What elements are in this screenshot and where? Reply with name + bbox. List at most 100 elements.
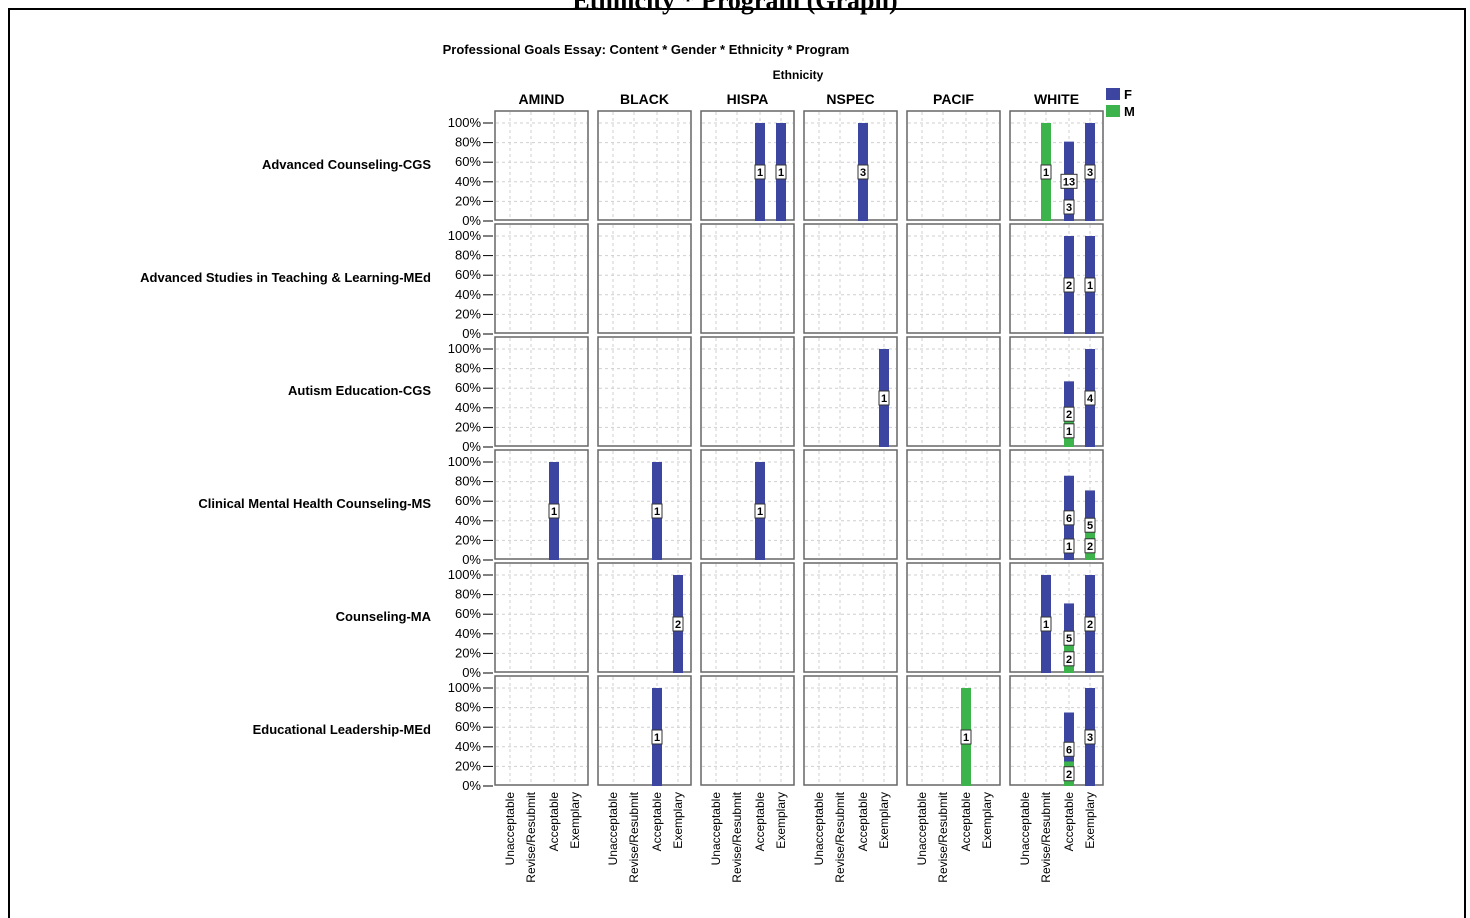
page-header-title: Ethnicity * Program (Graph) xyxy=(572,0,898,15)
y-tick-label: 100% xyxy=(448,680,482,695)
panel-frame xyxy=(597,336,692,447)
x-tick-label: Acceptable xyxy=(856,792,870,852)
x-tick-label: Exemplary xyxy=(671,792,685,849)
y-tick-label: 0% xyxy=(462,213,481,228)
panel-frame xyxy=(597,110,692,221)
count-label-box xyxy=(1084,277,1096,293)
panel-frame xyxy=(597,223,692,334)
panel-frame xyxy=(494,449,589,560)
count-label: 1 xyxy=(1066,426,1072,438)
column-label-hispa: HISPA xyxy=(727,91,769,107)
count-label: 1 xyxy=(1043,619,1049,631)
y-tick-label: 80% xyxy=(455,474,481,489)
legend-label: F xyxy=(1124,87,1132,102)
panel-frame xyxy=(803,675,898,786)
count-label-box xyxy=(1063,277,1075,293)
count-label-box xyxy=(1084,616,1096,632)
column-header: Ethnicity xyxy=(773,68,824,82)
y-tick-label: 40% xyxy=(455,287,481,302)
count-label-box xyxy=(1063,423,1075,439)
count-label: 1 xyxy=(757,506,763,518)
row-label: Advanced Studies in Teaching & Learning-… xyxy=(140,270,431,285)
chart-title: Professional Goals Essay: Content * Gend… xyxy=(443,42,850,57)
count-label-box xyxy=(1040,164,1052,180)
count-label: 2 xyxy=(1066,409,1072,421)
count-label-box xyxy=(754,164,766,180)
count-label-box xyxy=(1084,729,1096,745)
figure-frame xyxy=(8,8,1466,918)
column-label-white: WHITE xyxy=(1034,91,1079,107)
count-label-box xyxy=(1040,616,1052,632)
row-label: Clinical Mental Health Counseling-MS xyxy=(198,496,431,511)
axes: AMIND BLACK HISPA NSPEC PACIF WHITE Advanced C… xyxy=(140,91,1097,883)
y-tick-label: 60% xyxy=(455,493,481,508)
panel-frame xyxy=(906,449,1001,560)
panel-frame xyxy=(803,110,898,221)
x-tick-label: Acceptable xyxy=(959,792,973,852)
x-tick-label: Revise/Resubmit xyxy=(833,791,847,882)
count-label: 1 xyxy=(881,393,887,405)
y-tick-label: 0% xyxy=(462,439,481,454)
panel-frame xyxy=(906,675,1001,786)
y-tick-label: 80% xyxy=(455,248,481,263)
x-tick-label: Revise/Resubmit xyxy=(1039,791,1053,882)
panel-frame xyxy=(494,675,589,786)
count-label-box xyxy=(1063,766,1075,782)
x-tick-label: Acceptable xyxy=(1062,792,1076,852)
y-tick-label: 100% xyxy=(448,567,482,582)
count-label-box xyxy=(1063,406,1075,422)
y-tick-label: 40% xyxy=(455,174,481,189)
count-label: 5 xyxy=(1087,520,1093,532)
panel-frame xyxy=(700,336,795,447)
y-tick-label: 40% xyxy=(455,513,481,528)
count-label: 6 xyxy=(1066,744,1072,756)
y-tick-label: 100% xyxy=(448,454,482,469)
count-label-box xyxy=(548,503,560,519)
y-tick-label: 100% xyxy=(448,115,482,130)
row-label: Counseling-MA xyxy=(336,609,432,624)
count-label-box xyxy=(1084,517,1096,533)
x-tick-label: Exemplary xyxy=(568,792,582,849)
y-tick-label: 80% xyxy=(455,361,481,376)
count-label-box xyxy=(857,164,869,180)
count-label-box xyxy=(754,503,766,519)
y-tick-label: 0% xyxy=(462,326,481,341)
y-tick-label: 100% xyxy=(448,341,482,356)
y-tick-label: 20% xyxy=(455,419,481,434)
count-label: 1 xyxy=(1043,167,1049,179)
x-tick-label: Revise/Resubmit xyxy=(524,791,538,882)
y-tick-label: 40% xyxy=(455,739,481,754)
panel-frame xyxy=(494,336,589,447)
y-tick-label: 40% xyxy=(455,626,481,641)
count-label: 1 xyxy=(654,506,660,518)
count-label: 6 xyxy=(1066,513,1072,525)
y-tick-label: 80% xyxy=(455,700,481,715)
count-label: 2 xyxy=(1087,541,1093,553)
count-label: 4 xyxy=(1087,393,1094,405)
panel-frame xyxy=(597,449,692,560)
row-label: Autism Education-CGS xyxy=(288,383,431,398)
count-label: 2 xyxy=(1087,619,1093,631)
count-label-box xyxy=(1063,538,1075,554)
panel-frame xyxy=(494,223,589,334)
count-label-box xyxy=(960,729,972,745)
count-label: 1 xyxy=(1066,541,1072,553)
count-label-box xyxy=(1063,741,1075,757)
count-label-box xyxy=(1063,199,1075,215)
x-tick-label: Unacceptable xyxy=(606,792,620,866)
count-label: 1 xyxy=(1087,280,1093,292)
count-label: 2 xyxy=(675,619,681,631)
row-label: Advanced Counseling-CGS xyxy=(262,157,431,172)
panel-frame xyxy=(803,449,898,560)
count-label: 2 xyxy=(1066,769,1072,781)
x-tick-label: Unacceptable xyxy=(709,792,723,866)
y-tick-label: 20% xyxy=(455,645,481,660)
count-label-box xyxy=(1063,630,1075,646)
count-label: 1 xyxy=(654,732,660,744)
legend-swatch-f xyxy=(1106,88,1120,100)
x-tick-label: Unacceptable xyxy=(503,792,517,866)
y-tick-label: 80% xyxy=(455,587,481,602)
x-tick-label: Unacceptable xyxy=(812,792,826,866)
x-tick-label: Acceptable xyxy=(547,792,561,852)
